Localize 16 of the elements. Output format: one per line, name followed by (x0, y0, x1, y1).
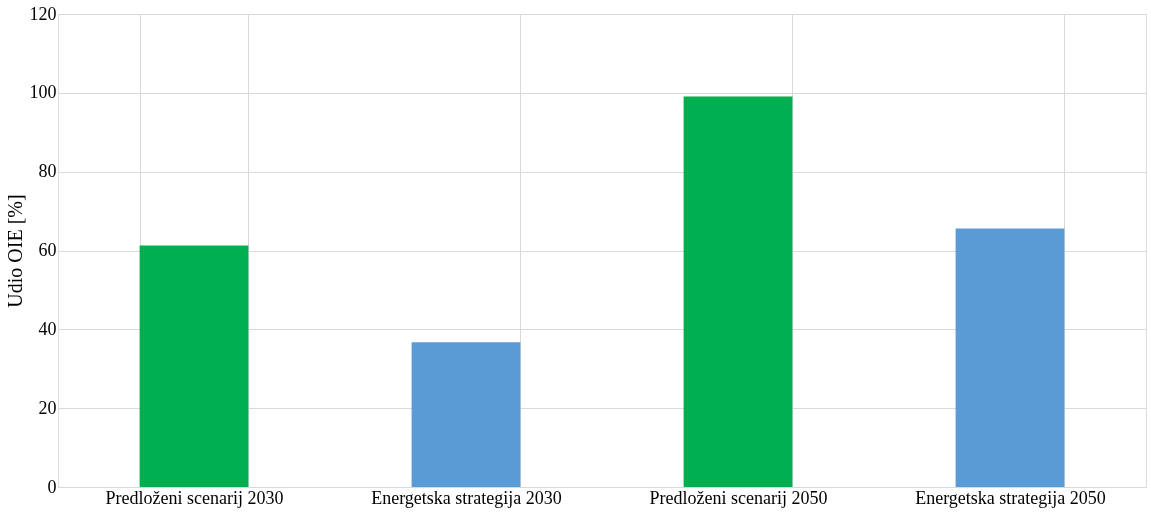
y-tick-label: 0 (47, 476, 57, 497)
bar (683, 96, 793, 487)
y-tick-label: 80 (38, 161, 57, 182)
x-tick-label: Predloženi scenarij 2030 (105, 487, 284, 508)
x-tick-label: Predloženi scenarij 2050 (649, 487, 828, 508)
x-tick-label: Energetska strategija 2050 (915, 487, 1106, 508)
bar (955, 228, 1065, 487)
y-tick-label: 120 (29, 3, 57, 24)
bar (411, 342, 521, 487)
y-tick-label: 60 (38, 240, 57, 260)
bar (139, 245, 249, 487)
x-tick-label: Energetska strategija 2030 (371, 487, 562, 508)
y-tick-label: 40 (38, 318, 57, 339)
y-tick-label: 100 (29, 82, 57, 103)
y-axis-title: Udio OIE [%] (3, 194, 26, 308)
y-tick-label: 20 (38, 397, 57, 418)
